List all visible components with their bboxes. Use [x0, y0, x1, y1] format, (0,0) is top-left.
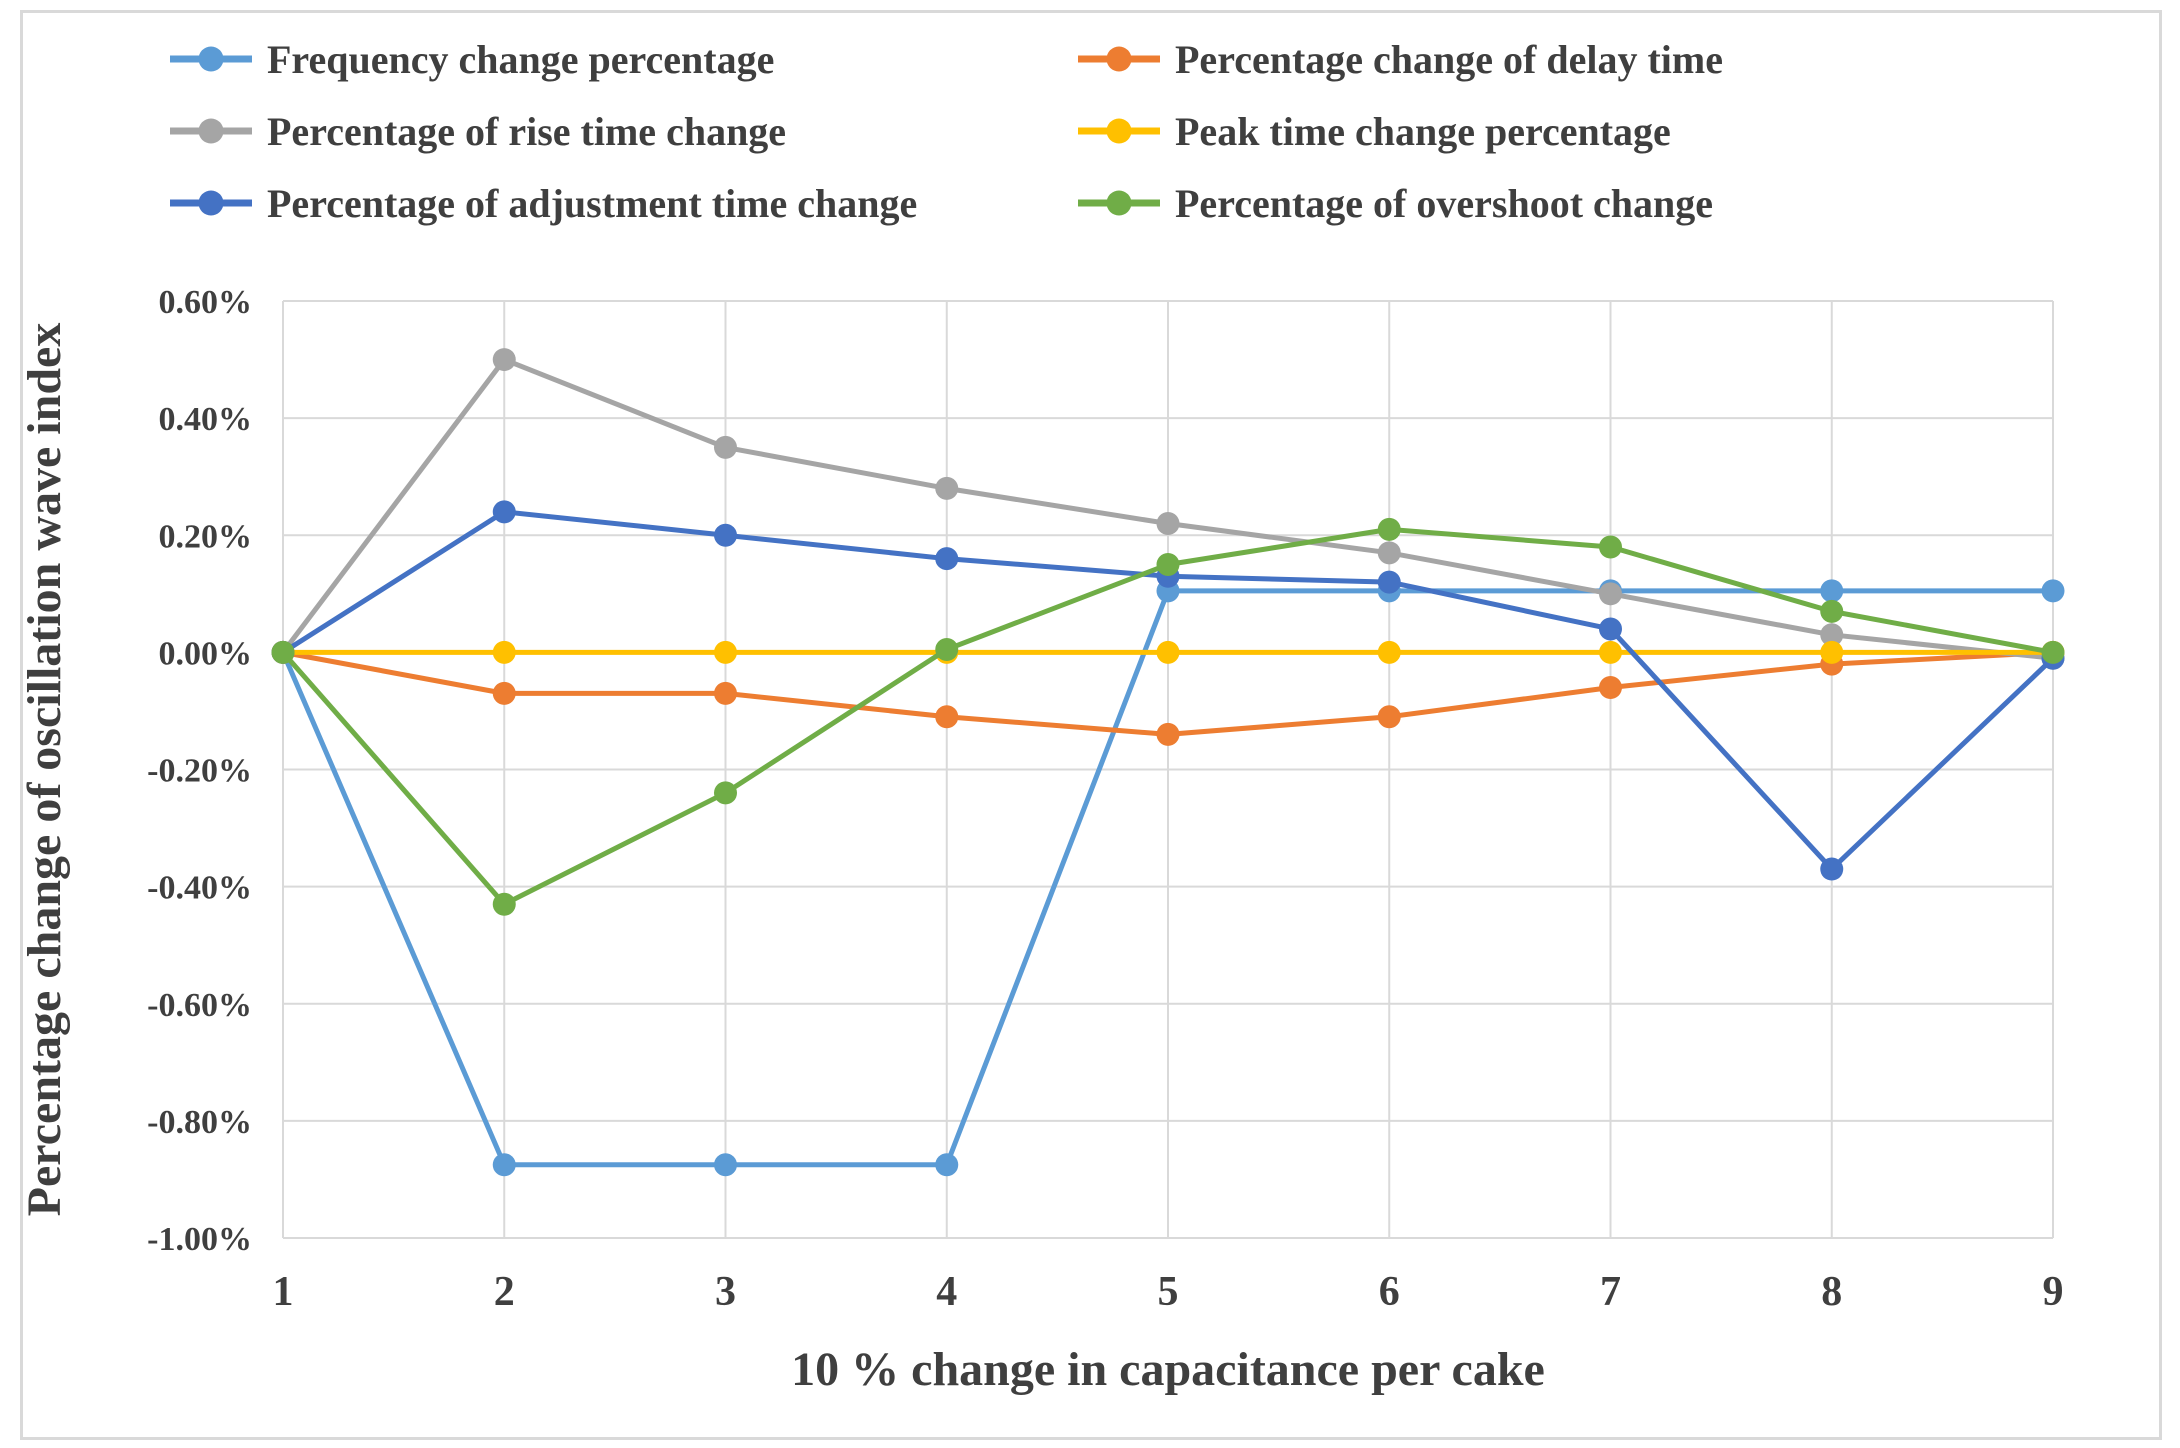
series-percentage-of-rise-time-change: [271, 348, 2065, 670]
data-point: [1599, 676, 1622, 700]
data-point: [1156, 553, 1180, 577]
data-point: [1820, 640, 1844, 664]
data-point: [1820, 857, 1844, 881]
data-point: [492, 500, 516, 524]
data-point: [492, 681, 516, 705]
x-tick-label: 9: [2043, 1269, 2064, 1315]
legend-marker-line-icon: [170, 190, 252, 216]
legend-marker-line-icon: [170, 118, 252, 144]
series-percentage-of-overshoot-change: [271, 517, 2065, 916]
y-tick-label: -0.40%: [147, 870, 252, 907]
legend-label: Percentage change of delay time: [1175, 36, 1723, 82]
data-point: [1377, 640, 1401, 664]
data-point: [1599, 535, 1622, 559]
data-point: [492, 348, 516, 372]
data-point: [1820, 623, 1844, 647]
x-tick-label: 8: [1821, 1269, 1842, 1315]
y-tick-label: 0.40%: [159, 401, 253, 438]
data-point: [492, 640, 516, 664]
chart-legend: Frequency change percentage Percentage ch…: [168, 34, 1723, 228]
y-axis-title: Percentage change of oscillation wave in…: [18, 323, 71, 1217]
data-point: [714, 681, 737, 705]
data-point: [1599, 640, 1622, 664]
legend-marker-line-icon: [1078, 190, 1160, 216]
y-axis-tick-labels: 0.60% 0.40% 0.20% 0.00% -0.20% -0.40% -0.60% -0…: [147, 284, 252, 1258]
data-point: [1377, 570, 1401, 594]
data-point: [2041, 579, 2065, 603]
x-tick-label: 6: [1379, 1269, 1400, 1315]
legend-label: Percentage of rise time change: [267, 108, 787, 154]
y-tick-label: -0.60%: [147, 987, 252, 1024]
x-tick-label: 2: [494, 1269, 515, 1315]
data-point: [935, 705, 959, 729]
legend-label: Frequency change percentage: [267, 36, 775, 82]
data-point: [714, 640, 737, 664]
x-axis-title: 10 % change in capacitance per cake: [791, 1343, 1545, 1396]
legend-item-peak-time-change-percentage: Peak time change percentage: [1076, 106, 1723, 156]
legend-item-percentage-of-rise-time-change: Percentage of rise time change: [168, 106, 1076, 156]
data-point: [714, 1153, 737, 1177]
series-peak-time-change-percentage: [271, 640, 2065, 664]
y-tick-label: 0.60%: [159, 284, 253, 321]
data-point: [935, 1153, 959, 1177]
data-point: [935, 476, 959, 500]
legend-item-percentage-of-adjustment-time-change: Percentage of adjustment time change: [168, 178, 1076, 228]
data-point: [714, 523, 737, 547]
y-tick-label: -0.20%: [147, 753, 252, 790]
data-point: [1156, 512, 1180, 536]
data-point: [1820, 599, 1844, 623]
legend-marker-line-icon: [170, 46, 252, 72]
x-tick-label: 5: [1158, 1269, 1179, 1315]
data-point: [714, 435, 737, 459]
legend-item-percentage-change-of-delay-time: Percentage change of delay time: [1076, 34, 1723, 84]
legend-item-percentage-of-overshoot-change: Percentage of overshoot change: [1076, 178, 1723, 228]
x-tick-label: 7: [1600, 1269, 1621, 1315]
x-tick-label: 4: [936, 1269, 957, 1315]
legend-marker-line-icon: [1078, 46, 1160, 72]
legend-label: Percentage of adjustment time change: [267, 180, 918, 226]
x-axis-tick-labels: 1 2 3 4 5 6 7 8 9: [273, 1269, 2064, 1315]
x-tick-label: 3: [715, 1269, 736, 1315]
data-point: [1599, 582, 1622, 606]
data-point: [1156, 640, 1180, 664]
data-point: [935, 547, 959, 571]
legend-item-frequency-change-percentage: Frequency change percentage: [168, 34, 1076, 84]
x-tick-label: 1: [273, 1269, 294, 1315]
data-point: [1599, 617, 1622, 641]
data-point: [492, 892, 516, 916]
data-point: [2041, 640, 2065, 664]
data-point: [1377, 541, 1401, 565]
data-point: [492, 1153, 516, 1177]
data-point: [714, 781, 737, 805]
y-tick-label: 0.00%: [159, 635, 253, 672]
y-tick-label: 0.20%: [159, 518, 253, 555]
legend-label: Percentage of overshoot change: [1175, 180, 1714, 226]
data-point: [1377, 517, 1401, 541]
gridlines: [282, 300, 2054, 1239]
y-tick-label: -0.80%: [147, 1104, 252, 1141]
y-tick-label: -1.00%: [147, 1221, 252, 1258]
data-point: [1377, 705, 1401, 729]
data-point: [271, 640, 295, 664]
legend-label: Peak time change percentage: [1175, 108, 1671, 154]
legend-marker-line-icon: [1078, 118, 1160, 144]
data-point: [1156, 722, 1180, 746]
data-point: [935, 637, 959, 661]
data-point: [1820, 579, 1844, 603]
